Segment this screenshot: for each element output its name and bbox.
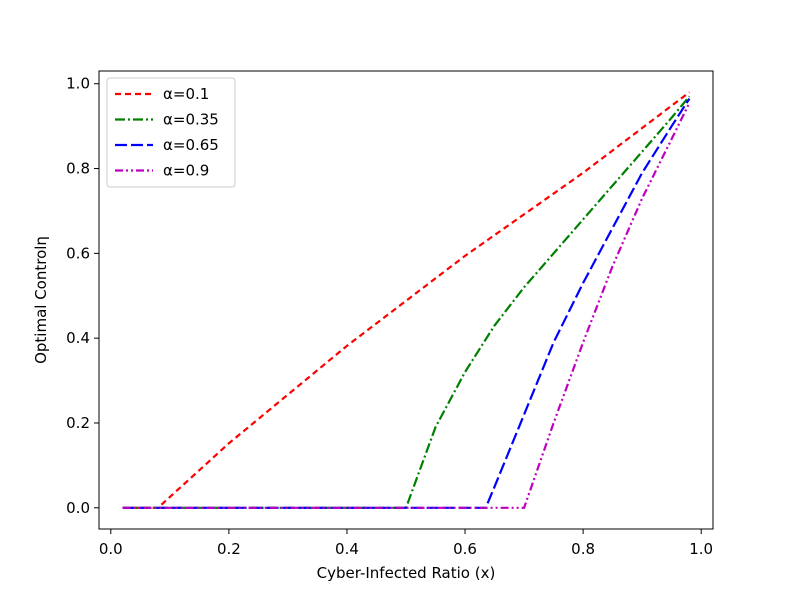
- x-tick-label: 0.0: [99, 540, 123, 558]
- series-line-2: [122, 95, 691, 509]
- y-tick-label: 0.0: [66, 499, 90, 517]
- series-layer: [122, 91, 691, 509]
- series-line-4: [122, 102, 691, 509]
- y-tick-label: 0.8: [66, 160, 90, 178]
- x-tick-label: 0.8: [571, 540, 595, 558]
- y-tick-label: 1.0: [66, 75, 90, 93]
- y-axis-label: Optimal Controlη: [32, 236, 50, 364]
- x-axis-label: Cyber-Infected Ratio (x): [317, 564, 496, 582]
- legend-box: [106, 77, 236, 188]
- legend-label: α=0.9: [163, 162, 209, 180]
- x-tick-label: 0.2: [217, 540, 241, 558]
- y-tick-label: 0.6: [66, 244, 90, 262]
- legend-label: α=0.35: [163, 111, 219, 129]
- x-tick-label: 0.6: [453, 540, 477, 558]
- y-tick-label: 0.2: [66, 414, 90, 432]
- y-tick-label: 0.4: [66, 329, 90, 347]
- legend-label: α=0.1: [163, 85, 209, 103]
- x-tick-label: 1.0: [689, 540, 713, 558]
- legend-label: α=0.65: [163, 136, 219, 154]
- legend: α=0.1 α=0.35 α=0.65 α=0.9: [106, 77, 236, 188]
- ticks-layer: 0.0 0.2 0.4 0.6 0.8 1.0 0.0 0.2 0.4 0.6 0.8 1.0: [66, 75, 713, 558]
- series-line-3: [122, 98, 691, 509]
- plot-frame: [98, 70, 714, 530]
- x-tick-label: 0.4: [335, 540, 359, 558]
